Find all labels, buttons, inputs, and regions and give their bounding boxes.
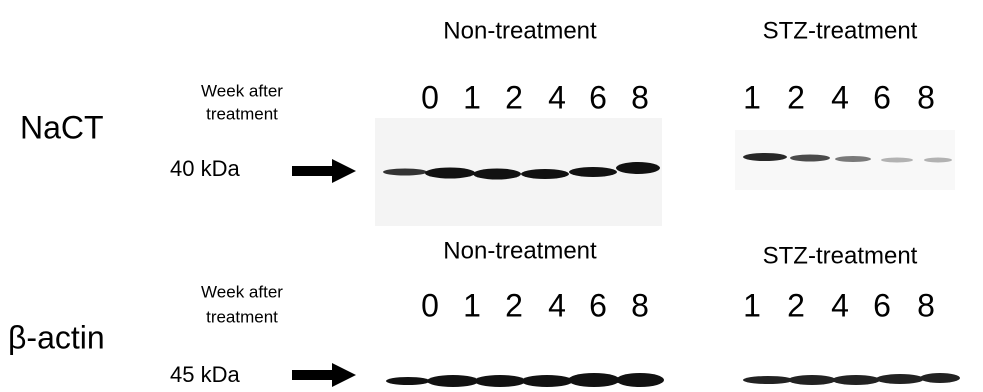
protein-label: β-actin <box>8 319 105 355</box>
lane-label: 1 <box>743 287 761 323</box>
band <box>616 162 660 174</box>
lane-label: 2 <box>787 79 805 115</box>
lane-label: 2 <box>787 287 805 323</box>
lane-label: 4 <box>548 79 566 115</box>
band <box>521 375 573 387</box>
band <box>835 156 871 162</box>
group-title: Non-treatment <box>443 17 597 44</box>
arrow <box>292 363 356 387</box>
western-blot-figure: NaCT 40 kDa Week after treatment Non-treatme… <box>0 0 983 392</box>
protein-label: NaCT <box>20 109 104 145</box>
band <box>386 377 430 385</box>
lane-label: 2 <box>505 79 523 115</box>
lane-label: 8 <box>917 287 935 323</box>
lane-label: 6 <box>589 79 607 115</box>
lane-label: 6 <box>873 79 891 115</box>
bands <box>386 373 664 387</box>
band <box>920 373 960 383</box>
band <box>832 375 880 385</box>
week-label: Week after <box>201 282 283 301</box>
band <box>790 155 830 162</box>
band <box>616 373 664 387</box>
band <box>474 375 526 387</box>
lane-label: 8 <box>631 287 649 323</box>
band <box>427 375 479 387</box>
band <box>383 169 427 176</box>
band <box>568 373 620 387</box>
lane-label: 4 <box>831 79 849 115</box>
marker-label: 40 kDa <box>170 156 240 181</box>
band <box>881 158 913 163</box>
band <box>924 158 952 163</box>
marker-label: 45 kDa <box>170 362 240 387</box>
band <box>743 376 793 384</box>
week-label: Week after <box>201 81 283 100</box>
band <box>788 375 836 385</box>
lane-label: 6 <box>589 287 607 323</box>
lane-label: 8 <box>917 79 935 115</box>
band <box>425 168 475 179</box>
lane-label: 2 <box>505 287 523 323</box>
group-title: STZ-treatment <box>763 17 918 44</box>
week-label: treatment <box>206 307 278 326</box>
band <box>521 169 569 179</box>
lane-label: 6 <box>873 287 891 323</box>
band <box>876 374 924 384</box>
group-title: Non-treatment <box>443 237 597 264</box>
bands <box>743 373 960 385</box>
band <box>473 169 521 180</box>
group-title: STZ-treatment <box>763 242 918 269</box>
week-label: treatment <box>206 104 278 123</box>
lane-label: 1 <box>463 79 481 115</box>
lane-label: 4 <box>548 287 566 323</box>
band <box>569 167 617 177</box>
lane-label: 1 <box>463 287 481 323</box>
lane-label: 0 <box>421 287 439 323</box>
lane-label: 8 <box>631 79 649 115</box>
lane-label: 1 <box>743 79 761 115</box>
lane-label: 0 <box>421 79 439 115</box>
band <box>743 153 787 161</box>
lane-label: 4 <box>831 287 849 323</box>
arrow <box>292 159 356 183</box>
